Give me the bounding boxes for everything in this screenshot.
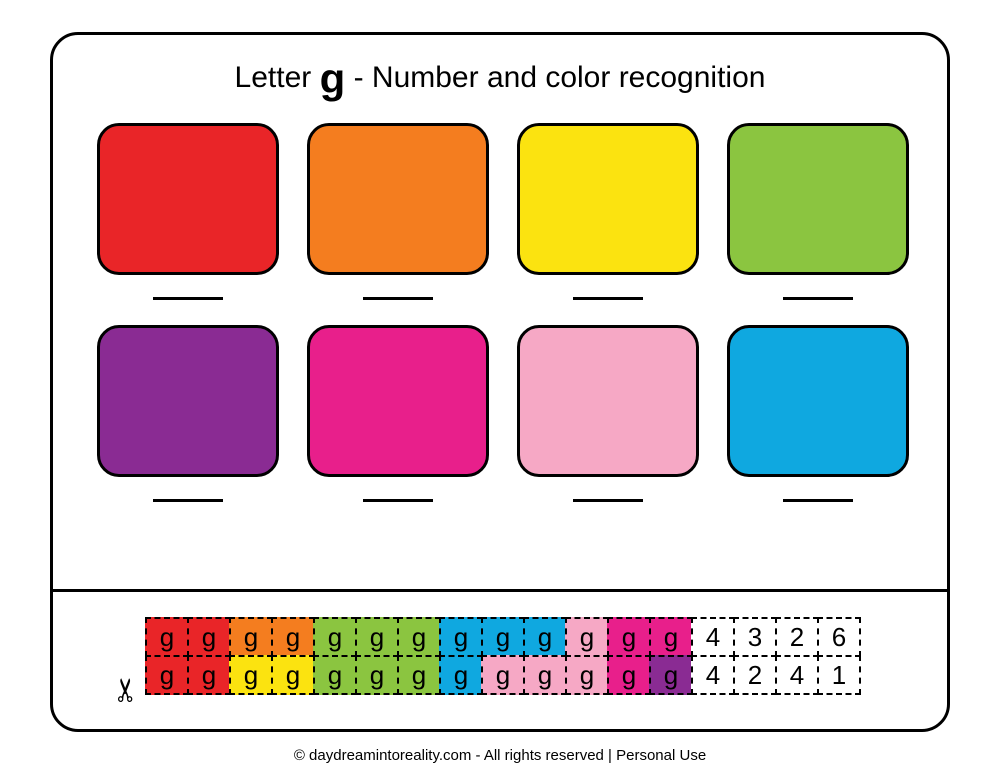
page-title: Letter g - Number and color recognition	[53, 61, 947, 95]
title-prefix: Letter	[235, 61, 320, 94]
cut-tile: g	[313, 655, 357, 695]
color-swatch	[727, 325, 909, 477]
cut-tile-column: gg	[525, 617, 567, 695]
footer-text: © daydreamintoreality.com - All rights r…	[0, 747, 1000, 764]
cut-tile: 3	[733, 617, 777, 657]
cut-tile: g	[187, 655, 231, 695]
cut-tile-strip: gggggggggggggggggggggggggg44322461	[145, 617, 861, 695]
answer-blank	[363, 499, 433, 502]
cut-tile-column: 24	[777, 617, 819, 695]
cut-tile: g	[523, 655, 567, 695]
cut-tile: g	[145, 617, 189, 657]
cut-tile-column: 61	[819, 617, 861, 695]
cut-tile-column: 44	[693, 617, 735, 695]
cut-tile: g	[271, 617, 315, 657]
color-swatch-grid	[97, 123, 909, 513]
swatch-cell	[727, 123, 909, 311]
color-swatch	[97, 325, 279, 477]
cut-tile: g	[271, 655, 315, 695]
swatch-cell	[517, 123, 699, 311]
cut-tile: g	[565, 655, 609, 695]
answer-blank	[573, 499, 643, 502]
answer-blank	[783, 499, 853, 502]
answer-blank	[573, 297, 643, 300]
cut-tile: g	[313, 617, 357, 657]
cut-tile-column: gg	[231, 617, 273, 695]
cut-tile: g	[355, 617, 399, 657]
cut-tile-column: gg	[651, 617, 693, 695]
cut-tile: 4	[775, 655, 819, 695]
swatch-cell	[727, 325, 909, 513]
swatch-cell	[97, 123, 279, 311]
cut-tile-column: gg	[441, 617, 483, 695]
cut-tile: g	[649, 655, 693, 695]
cut-tile-column: gg	[399, 617, 441, 695]
color-swatch	[97, 123, 279, 275]
title-suffix: - Number and color recognition	[345, 61, 765, 94]
color-swatch	[307, 325, 489, 477]
color-swatch	[307, 123, 489, 275]
cut-tile: g	[229, 655, 273, 695]
worksheet-frame: Letter g - Number and color recognition …	[50, 32, 950, 732]
swatch-cell	[517, 325, 699, 513]
cut-tile-column: gg	[567, 617, 609, 695]
cut-tile: 4	[691, 617, 735, 657]
cut-tile: g	[145, 655, 189, 695]
cut-tile: 2	[733, 655, 777, 695]
cut-tile: g	[397, 655, 441, 695]
cut-tile: g	[355, 655, 399, 695]
cut-tile: g	[481, 617, 525, 657]
swatch-cell	[307, 123, 489, 311]
cut-tile: g	[397, 617, 441, 657]
cut-tile-column: gg	[609, 617, 651, 695]
title-letter: g	[320, 55, 346, 102]
cut-tile: 4	[691, 655, 735, 695]
answer-blank	[783, 297, 853, 300]
cut-tile: g	[607, 655, 651, 695]
cut-tile: g	[229, 617, 273, 657]
cut-tile: g	[523, 617, 567, 657]
cut-tile-column: gg	[145, 617, 189, 695]
color-swatch	[727, 123, 909, 275]
cut-tile-column: gg	[483, 617, 525, 695]
cut-tile: g	[481, 655, 525, 695]
cut-tile-column: 32	[735, 617, 777, 695]
cut-tile-column: gg	[273, 617, 315, 695]
scissors-icon: ✂	[105, 677, 143, 704]
answer-blank	[153, 297, 223, 300]
swatch-cell	[307, 325, 489, 513]
cut-tile: g	[607, 617, 651, 657]
cut-tile-column: gg	[315, 617, 357, 695]
cut-tile-column: gg	[357, 617, 399, 695]
swatch-cell	[97, 325, 279, 513]
color-swatch	[517, 123, 699, 275]
answer-blank	[153, 499, 223, 502]
cut-tile: g	[439, 655, 483, 695]
cut-tile: 1	[817, 655, 861, 695]
answer-blank	[363, 297, 433, 300]
cut-tile: 2	[775, 617, 819, 657]
cut-tile: g	[187, 617, 231, 657]
section-divider	[52, 589, 950, 592]
cut-tile-column: gg	[189, 617, 231, 695]
cut-tile: 6	[817, 617, 861, 657]
cut-tile: g	[649, 617, 693, 657]
cut-tile: g	[439, 617, 483, 657]
color-swatch	[517, 325, 699, 477]
cut-tile: g	[565, 617, 609, 657]
